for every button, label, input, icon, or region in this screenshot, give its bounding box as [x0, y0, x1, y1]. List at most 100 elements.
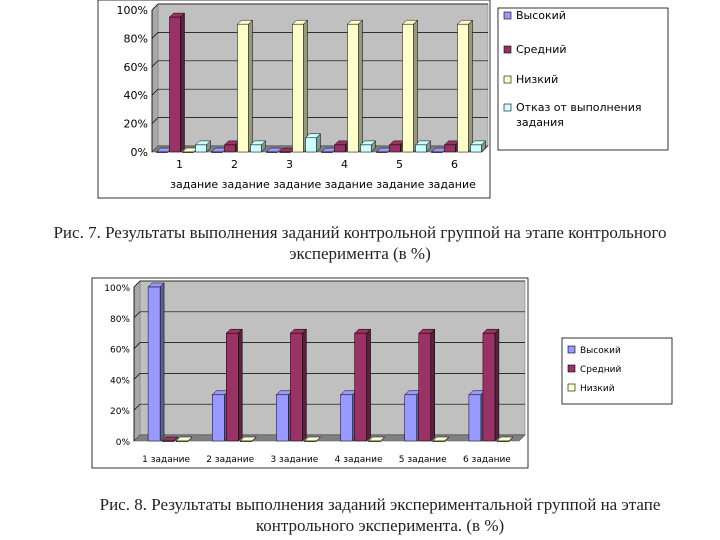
gridline-depth [133, 403, 141, 411]
legend-swatch [503, 75, 512, 84]
bar [468, 394, 482, 442]
y-tick-label: 0% [131, 146, 148, 159]
legend-swatch [503, 11, 512, 20]
bar [212, 394, 225, 442]
bar-side [302, 328, 307, 442]
gridline-depth [133, 373, 141, 380]
bar [304, 440, 317, 442]
bar [354, 332, 367, 442]
gridline-depth [133, 280, 141, 288]
bar-side [444, 436, 449, 442]
bar [360, 144, 372, 153]
bar [211, 151, 223, 153]
bar [347, 23, 359, 153]
legend-swatch [567, 383, 576, 392]
bar [226, 332, 239, 442]
x-tick-label: 4 [341, 158, 348, 171]
figure-7-caption: Рис. 7. Результаты выполнения заданий ко… [0, 222, 720, 264]
gridline-depth [151, 3, 159, 11]
bar [175, 440, 189, 442]
bar [250, 144, 262, 153]
figure-8-caption: Рис. 8. Результаты выполнения заданий эк… [60, 494, 700, 536]
gridline-depth [151, 60, 159, 68]
bar-side [277, 147, 282, 153]
bar [240, 440, 253, 442]
x-tick-label: 2 задание [206, 455, 254, 465]
legend-box [561, 337, 673, 405]
bar [376, 151, 388, 153]
gridline-depth [151, 88, 159, 96]
bar [368, 440, 381, 442]
x-tick-label: 1 задание [142, 455, 190, 465]
x-tick-label: 5 [396, 158, 403, 171]
bar [290, 332, 303, 442]
gridline-depth [133, 342, 141, 349]
chart-fig8: 0% 20% 40% 60% 80% 100% 1 задание 2 задание 3 за… [91, 277, 673, 469]
bar [432, 440, 445, 442]
y-tick-label: 40% [124, 89, 148, 102]
bar [182, 151, 194, 153]
figure-7-caption-line1: Рис. 7. Результаты выполнения заданий ко… [53, 223, 667, 242]
bar-side [238, 328, 243, 442]
y-tick-label: 20% [110, 407, 130, 417]
y-tick-label: 80% [110, 315, 130, 325]
bar-side [248, 19, 253, 153]
bar [404, 394, 417, 442]
y-tick-label: 60% [110, 346, 130, 356]
figure-7-caption-line2: эксперимента (в %) [289, 244, 431, 263]
bar [431, 151, 443, 153]
bar [444, 144, 456, 153]
x-axis-label: задание задание задание задание задание … [170, 178, 476, 191]
x-tick-label: 6 задание [463, 455, 511, 465]
bar [169, 16, 181, 153]
gridline-depth [151, 117, 159, 124]
bar-side [358, 19, 363, 153]
bar [156, 151, 168, 153]
legend-swatch [567, 345, 576, 354]
bar [305, 137, 317, 153]
legend-swatch [503, 45, 512, 54]
bar [321, 151, 333, 153]
bar-side [252, 436, 257, 442]
y-tick-label: 80% [124, 32, 148, 45]
y-tick-label: 0% [116, 438, 131, 448]
bar-side [380, 436, 385, 442]
bar-side [413, 19, 418, 153]
y-tick-label: 100% [117, 4, 148, 17]
bar-side [303, 19, 308, 153]
gridline-depth [133, 311, 141, 319]
bar-side [180, 12, 185, 153]
legend-label: Низкий [516, 73, 558, 86]
bar [266, 151, 278, 153]
figure-8-caption-line2: контрольного эксперимента. (в %) [255, 516, 505, 535]
y-tick-label: 40% [110, 376, 130, 386]
bar-side [316, 436, 321, 442]
plot-side-wall [151, 3, 159, 153]
bar [195, 144, 207, 153]
x-tick-label: 2 [231, 158, 238, 171]
plot-floor [133, 434, 526, 442]
bar-side [494, 328, 500, 442]
y-tick-label: 20% [124, 118, 148, 131]
bar-side [468, 19, 473, 153]
plot-area [157, 3, 489, 147]
legend-label: Низкий [580, 384, 615, 394]
bar-side [187, 436, 193, 442]
gridline-depth [151, 32, 159, 39]
legend-swatch [503, 103, 512, 112]
bar-side [508, 436, 514, 442]
y-tick-label: 60% [124, 61, 148, 74]
bar [292, 23, 304, 153]
bar [147, 286, 161, 442]
bar [340, 394, 353, 442]
bar [389, 144, 401, 153]
bar [334, 144, 346, 153]
x-tick-label: 4 задание [335, 455, 383, 465]
bar [470, 144, 482, 153]
figure-8-caption-line1: Рис. 8. Результаты выполнения заданий эк… [99, 495, 661, 514]
bar [482, 332, 496, 442]
bar [402, 23, 414, 153]
x-tick-label: 6 [451, 158, 458, 171]
bar-side [159, 282, 165, 442]
